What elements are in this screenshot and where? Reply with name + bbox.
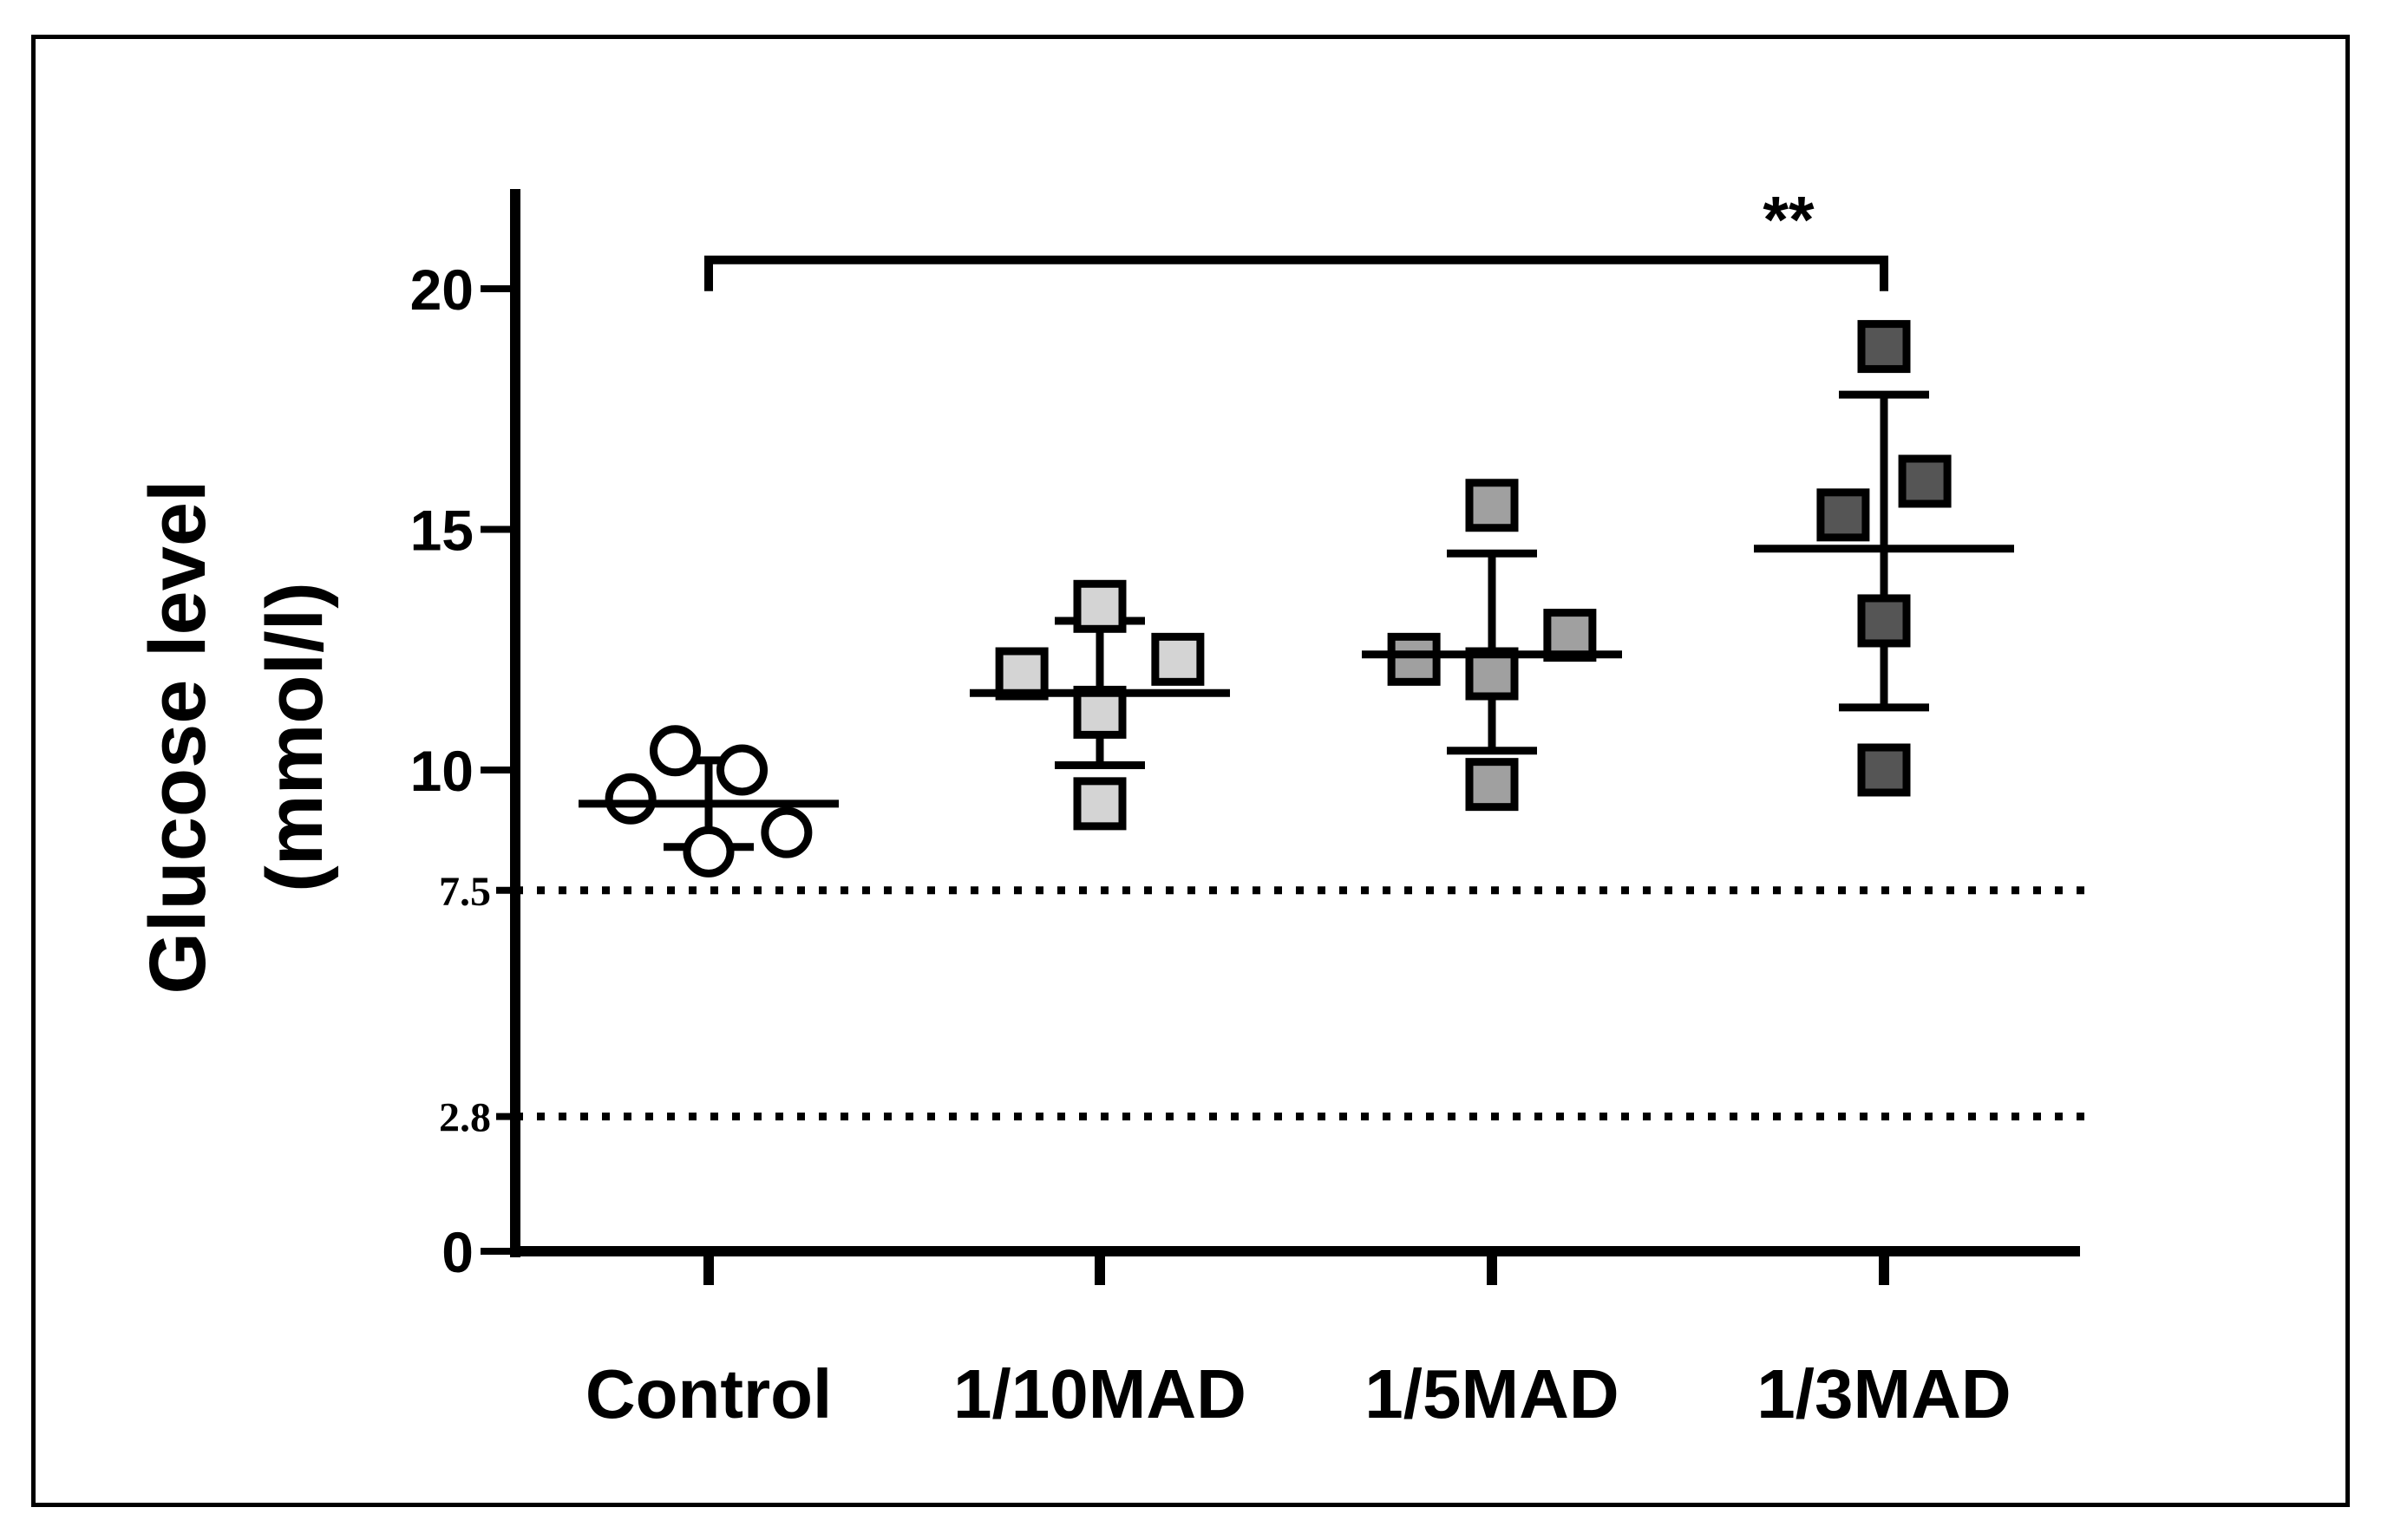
y-tick-label-15: 15 bbox=[410, 499, 474, 563]
x-tick-label-1/3MAD: 1/3MAD bbox=[1756, 1355, 2011, 1432]
1/5MAD-point-2 bbox=[1465, 479, 1519, 532]
y-tick-label-7.5: 7.5 bbox=[439, 869, 491, 915]
x-tick-label-1/5MAD: 1/5MAD bbox=[1364, 1355, 1619, 1432]
x-tick-label-Control: Control bbox=[585, 1355, 832, 1432]
1/10MAD-point-5 bbox=[1073, 777, 1127, 831]
Control-point-3 bbox=[716, 744, 769, 796]
y-axis-label-line1: Glucose level bbox=[134, 480, 222, 994]
x-tick-label-1/10MAD: 1/10MAD bbox=[953, 1355, 1246, 1432]
1/3MAD-point-1 bbox=[1816, 488, 1870, 542]
1/10MAD-point-2 bbox=[1073, 579, 1127, 633]
plot-area: 0 10 15 20 2.8 7.5 Control 1/10MAD 1/5MAD 1/3MAD bbox=[410, 189, 2089, 1432]
Control-point-4 bbox=[761, 806, 813, 858]
y-tick-label-20: 20 bbox=[410, 258, 474, 322]
Control-point-2 bbox=[605, 773, 657, 825]
1/10MAD-point-1 bbox=[995, 647, 1049, 701]
y-tick-label-10: 10 bbox=[410, 739, 474, 803]
significance-label: ** bbox=[1763, 184, 1815, 258]
significance-bracket bbox=[704, 255, 1888, 291]
y-tick-label-2.8: 2.8 bbox=[439, 1095, 491, 1141]
1/5MAD-point-5 bbox=[1465, 758, 1519, 812]
figure-frame bbox=[31, 35, 2350, 1507]
Control-point-5 bbox=[683, 825, 735, 878]
1/5MAD-point-1 bbox=[1387, 632, 1441, 686]
1/3MAD-point-3 bbox=[1898, 454, 1952, 508]
1/10MAD-point-3 bbox=[1073, 685, 1127, 739]
y-tick-label-0: 0 bbox=[442, 1220, 474, 1284]
1/3MAD-point-2 bbox=[1857, 320, 1911, 374]
1/10MAD-point-4 bbox=[1151, 632, 1205, 686]
1/3MAD-point-5 bbox=[1857, 743, 1911, 797]
y-axis-label-line2: (mmol/l) bbox=[251, 582, 339, 892]
Control-point-1 bbox=[649, 725, 701, 777]
1/3MAD-point-4 bbox=[1857, 594, 1911, 648]
